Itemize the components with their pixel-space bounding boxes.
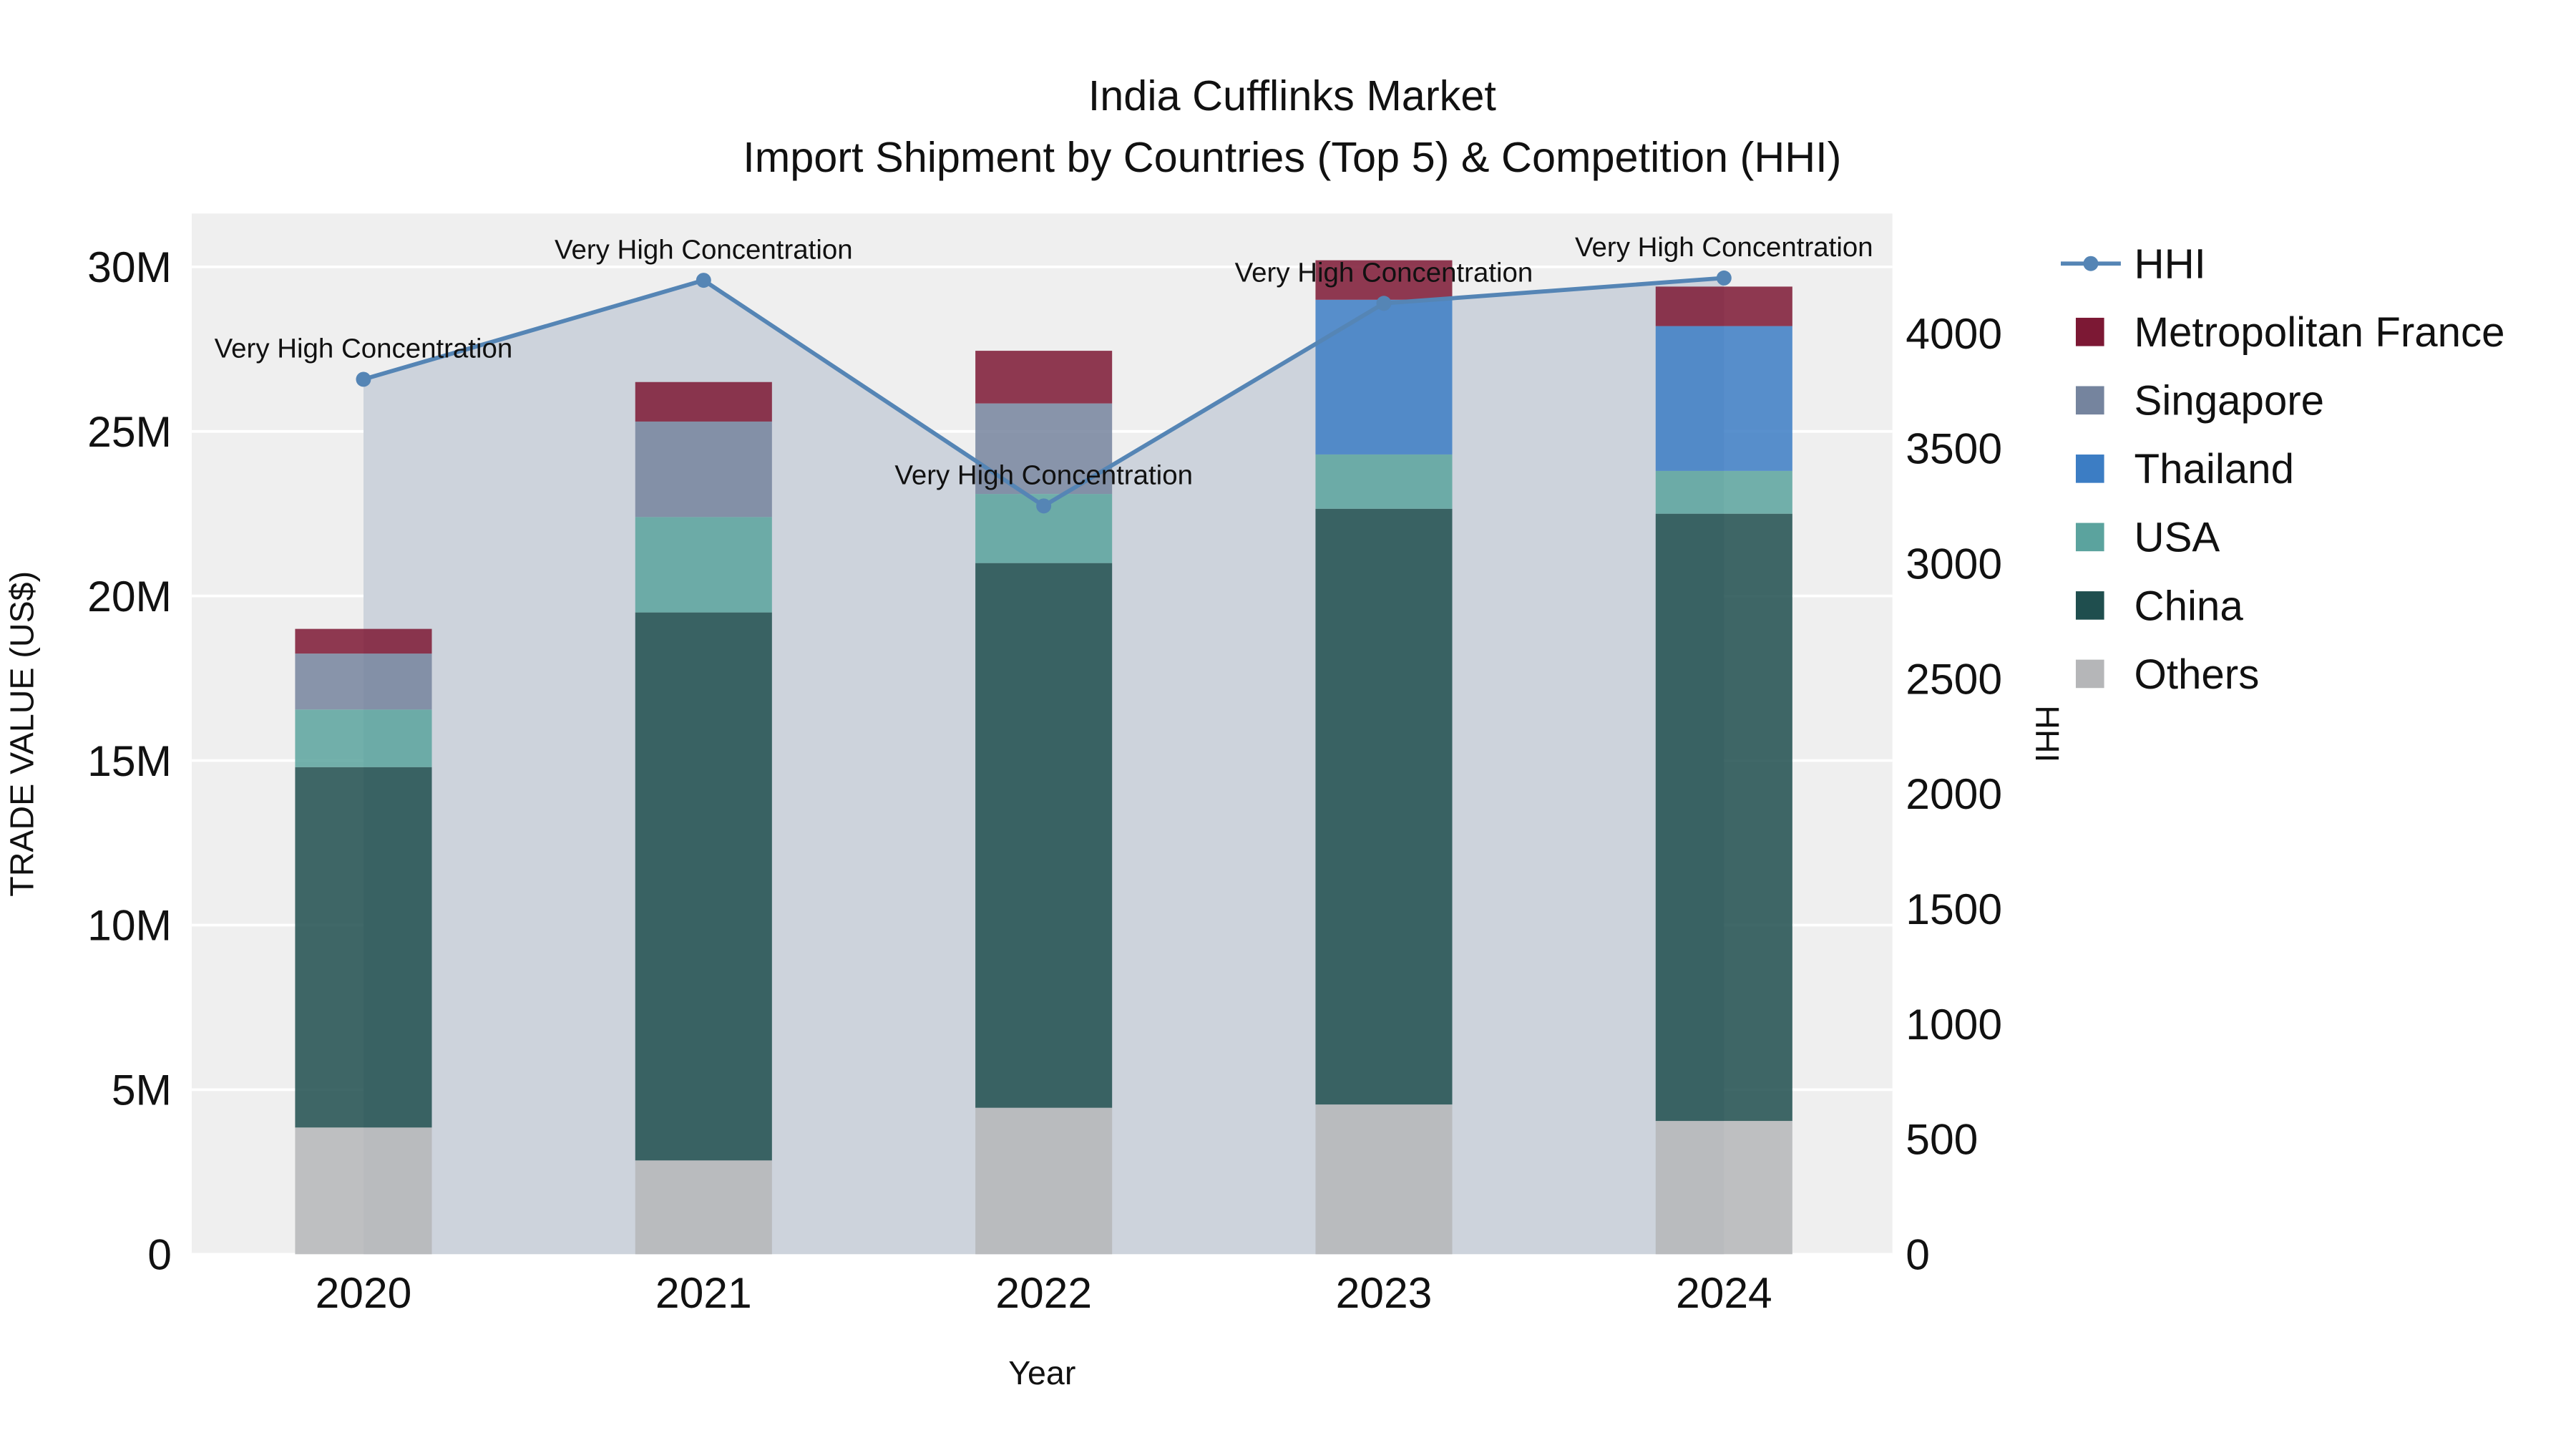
bar-segment-china — [1655, 513, 1792, 1122]
bar-segment-metropolitan-france — [635, 382, 772, 422]
x-axis-title: Year — [1008, 1354, 1075, 1391]
hhi-marker — [1376, 296, 1392, 311]
bar-segment-china — [295, 767, 432, 1128]
bar-segment-others — [635, 1160, 772, 1255]
bar-segment-metropolitan-france — [1655, 286, 1792, 326]
bar-segment-usa — [1655, 470, 1792, 514]
annotation: Very High Concentration — [215, 334, 513, 364]
legend: HHI Metropolitan France Singapore Thailand U… — [2061, 241, 2505, 698]
bar-segment-others — [1315, 1104, 1453, 1255]
legend-line-marker-icon — [2083, 256, 2099, 271]
bar-segment-metropolitan-france — [295, 628, 432, 654]
right-axis-tick-label: 1000 — [1906, 1000, 2002, 1049]
right-axis-tick-label: 2000 — [1906, 769, 2002, 818]
right-axis-tick-label: 500 — [1906, 1115, 1978, 1164]
plot-layer: 0 5M 10M 15M 20M 25M 30M 0 500 1000 1500 2000 2500 30… — [87, 213, 2002, 1317]
right-axis-tick-label: 4000 — [1906, 309, 2002, 358]
legend-swatch-icon — [2075, 386, 2104, 415]
legend-item-hhi[interactable]: HHI — [2061, 241, 2206, 288]
legend-label: USA — [2135, 515, 2220, 561]
bar-segment-thailand — [1315, 299, 1453, 455]
bar-segment-singapore — [295, 653, 432, 710]
right-axis-tick-label: 3000 — [1906, 539, 2002, 588]
hhi-marker — [1716, 270, 1732, 286]
legend-item-china[interactable]: China — [2075, 583, 2244, 629]
bar-segment-usa — [295, 709, 432, 767]
legend-swatch-icon — [2075, 523, 2104, 552]
bar-segment-thailand — [1655, 326, 1792, 471]
legend-label: Others — [2135, 651, 2260, 698]
bar-segment-metropolitan-france — [975, 351, 1113, 404]
hhi-marker — [356, 371, 371, 387]
left-axis-tick-label: 0 — [147, 1230, 172, 1279]
legend-item-thailand[interactable]: Thailand — [2075, 446, 2294, 492]
legend-swatch-icon — [2075, 591, 2104, 620]
bar-segment-usa — [635, 517, 772, 613]
legend-swatch-icon — [2075, 317, 2104, 346]
legend-swatch-icon — [2075, 659, 2104, 689]
left-axis-tick-label: 5M — [112, 1066, 172, 1114]
bar-segment-others — [975, 1107, 1113, 1255]
right-axis-tick-label: 1500 — [1906, 885, 2002, 933]
chart-title: India Cufflinks Market — [1088, 72, 1497, 120]
bar-segment-metropolitan-france — [1315, 260, 1453, 300]
x-axis-tick-label: 2023 — [1336, 1268, 1433, 1317]
hhi-marker — [696, 273, 711, 288]
bar-segment-china — [1315, 508, 1453, 1105]
right-axis-tick-label: 0 — [1906, 1230, 1930, 1279]
x-axis-tick-label: 2024 — [1676, 1268, 1772, 1317]
right-axis-title: HHI — [2029, 705, 2066, 762]
x-axis-tick-label: 2020 — [316, 1268, 412, 1317]
legend-item-metropolitan-france[interactable]: Metropolitan France — [2075, 309, 2505, 356]
right-axis-tick-label: 3500 — [1906, 424, 2002, 473]
left-axis-title: TRADE VALUE (US$) — [4, 571, 41, 897]
left-axis-tick-label: 25M — [87, 407, 172, 456]
legend-label: HHI — [2135, 241, 2206, 288]
legend-item-others[interactable]: Others — [2075, 651, 2260, 698]
left-axis-tick-label: 20M — [87, 572, 172, 621]
left-axis-tick-label: 30M — [87, 243, 172, 291]
legend-label: Thailand — [2135, 446, 2294, 492]
chart-subtitle: Import Shipment by Countries (Top 5) & C… — [743, 133, 1841, 181]
annotation: Very High Concentration — [555, 234, 853, 265]
hhi-marker — [1036, 498, 1052, 514]
legend-swatch-icon — [2075, 455, 2104, 483]
left-axis-tick-label: 15M — [87, 737, 172, 785]
right-axis-tick-label: 2500 — [1906, 654, 2002, 703]
bar-segment-others — [295, 1127, 432, 1255]
bar-segment-china — [635, 612, 772, 1161]
legend-item-usa[interactable]: USA — [2075, 515, 2220, 561]
legend-label: China — [2135, 583, 2244, 629]
left-axis-tick-label: 10M — [87, 901, 172, 950]
legend-label: Singapore — [2135, 378, 2325, 424]
bar-segment-others — [1655, 1121, 1792, 1255]
annotation: Very High Concentration — [1235, 257, 1533, 288]
x-axis-tick-label: 2022 — [995, 1268, 1092, 1317]
bar-segment-china — [975, 563, 1113, 1108]
legend-item-singapore[interactable]: Singapore — [2075, 378, 2325, 424]
annotation: Very High Concentration — [894, 460, 1193, 491]
legend-label: Metropolitan France — [2135, 309, 2505, 356]
x-axis-tick-label: 2021 — [655, 1268, 752, 1317]
annotation: Very High Concentration — [1575, 232, 1873, 263]
bar-segment-usa — [1315, 454, 1453, 509]
bar-segment-singapore — [635, 421, 772, 517]
